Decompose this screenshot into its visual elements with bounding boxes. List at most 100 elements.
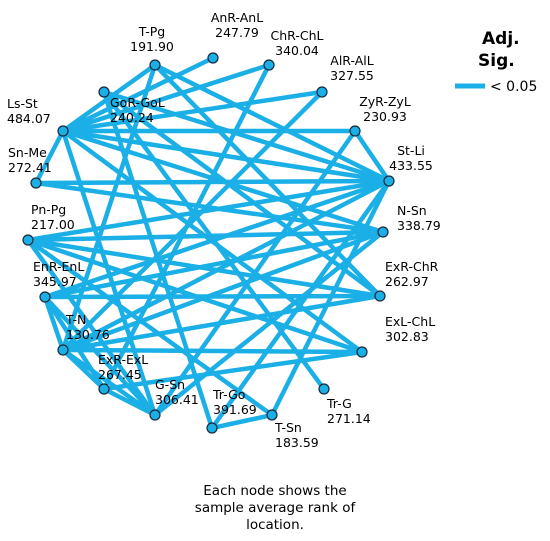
legend-entry-label: < 0.05: [490, 79, 537, 95]
node-name-enr_enl: EnR-EnL: [33, 259, 84, 274]
nodes-layer: [22, 52, 395, 434]
edge-tr_go-t_sn: [209, 412, 275, 431]
edge-t_pg-exr_chr: [152, 62, 383, 299]
node-rank-exr_chr: 262.97: [385, 274, 429, 289]
edge-st_li-zyr_zyl: [352, 128, 392, 184]
edge-gor_gol-st_li: [101, 89, 392, 184]
legend: Adj. Sig. < 0.05: [455, 29, 537, 95]
caption-line-2: sample average rank of: [194, 500, 356, 516]
edge-st_li-enr_enl: [42, 178, 392, 300]
edge-pn_pg-t_sn: [25, 237, 275, 418]
node-g_sn[interactable]: [149, 409, 161, 421]
edge-st_li-pn_pg: [25, 178, 392, 243]
node-label-ls_st: Ls-St 484.07: [7, 96, 51, 126]
edge-exl_chl-exr_exl: [101, 349, 365, 392]
node-name-sn_me: Sn-Me: [8, 145, 47, 160]
legend-title-line1: Adj.: [482, 29, 520, 49]
node-rank-t_sn: 183.59: [275, 435, 319, 450]
node-n_sn[interactable]: [377, 226, 389, 238]
edge-sn_me-st_li: [33, 178, 392, 186]
edge-ls_st-sn_me: [33, 128, 66, 186]
node-rank-tr_g: 271.14: [327, 411, 371, 426]
node-label-st_li: St-Li 433.55: [389, 143, 433, 173]
node-name-tr_g: Tr-G: [326, 396, 352, 411]
node-tr_go[interactable]: [206, 422, 218, 434]
node-name-tr_go: Tr-Go: [212, 387, 245, 402]
edge-gor_gol-exr_chr: [101, 89, 383, 299]
node-label-sn_me: Sn-Me 272.41: [8, 145, 52, 175]
node-rank-enr_enl: 345.97: [33, 274, 77, 289]
node-label-t_pg: T-Pg 191.90: [130, 24, 174, 54]
edge-n_sn-enr_enl: [42, 229, 386, 300]
node-name-n_sn: N-Sn: [397, 203, 427, 218]
node-exr_chr[interactable]: [374, 290, 386, 302]
node-name-ls_st: Ls-St: [7, 96, 38, 111]
node-st_li[interactable]: [383, 175, 395, 187]
node-label-g_sn: G-Sn 306.41: [155, 377, 199, 407]
node-rank-st_li: 433.55: [389, 158, 433, 173]
node-rank-tr_go: 391.69: [213, 402, 257, 417]
node-enr_enl[interactable]: [39, 291, 51, 303]
edge-st_li-tr_go: [209, 178, 392, 431]
node-t_sn[interactable]: [266, 409, 278, 421]
node-rank-alr_all: 327.55: [330, 68, 374, 83]
node-rank-g_sn: 306.41: [155, 392, 199, 407]
edges-layer: [25, 55, 392, 431]
node-t_pg[interactable]: [149, 59, 161, 71]
node-name-t_sn: T-Sn: [274, 420, 302, 435]
node-label-enr_enl: EnR-EnL 345.97: [33, 259, 84, 289]
node-alr_all[interactable]: [316, 86, 328, 98]
node-name-t_n: T-N: [65, 312, 86, 327]
node-tr_g[interactable]: [318, 383, 330, 395]
node-label-exl_chl: ExL-ChL 302.83: [385, 314, 435, 344]
caption: Each node shows the sample average rank …: [0, 483, 550, 534]
node-rank-t_pg: 191.90: [130, 39, 174, 54]
node-name-t_pg: T-Pg: [138, 24, 165, 39]
node-pn_pg[interactable]: [22, 234, 34, 246]
edge-n_sn-t_n: [60, 229, 386, 353]
node-gor_gol[interactable]: [98, 86, 110, 98]
node-label-exr_chr: ExR-ChR 262.97: [385, 259, 439, 289]
node-rank-t_n: 130.76: [66, 327, 110, 342]
node-name-exr_exl: ExR-ExL: [98, 352, 148, 367]
node-label-tr_g: Tr-G 271.14: [326, 396, 371, 426]
node-label-t_sn: T-Sn 183.59: [274, 420, 319, 450]
node-label-alr_all: AlR-AlL 327.55: [330, 53, 374, 83]
edge-alr_all-t_n: [60, 89, 325, 353]
node-rank-n_sn: 338.79: [397, 218, 441, 233]
node-rank-chr_chl: 340.04: [275, 43, 319, 58]
edge-exr_chr-t_n: [60, 293, 383, 353]
node-chr_chl[interactable]: [263, 59, 275, 71]
edge-pn_pg-exl_chl: [25, 237, 365, 355]
edge-t_pg-t_n: [60, 62, 158, 353]
node-exr_exl[interactable]: [98, 383, 110, 395]
node-name-chr_chl: ChR-ChL: [271, 28, 324, 43]
node-ls_st[interactable]: [57, 125, 69, 137]
node-label-chr_chl: ChR-ChL 340.04: [271, 28, 324, 58]
edge-chr_chl-exr_exl: [101, 62, 272, 392]
node-name-alr_all: AlR-AlL: [330, 53, 373, 68]
node-t_n[interactable]: [57, 344, 69, 356]
node-label-n_sn: N-Sn 338.79: [397, 203, 441, 233]
node-rank-exl_chl: 302.83: [385, 329, 429, 344]
node-label-gor_gol: GoR-GoL 240.24: [110, 95, 165, 125]
node-label-zyr_zyl: ZyR-ZyL 230.93: [359, 94, 411, 124]
node-exl_chl[interactable]: [356, 346, 368, 358]
node-label-tr_go: Tr-Go 391.69: [212, 387, 257, 417]
edge-st_li-t_n: [60, 178, 392, 353]
edge-pn_pg-exr_chr: [25, 237, 383, 299]
node-label-t_n: T-N 130.76: [65, 312, 110, 342]
edge-ls_st-anr_anl: [60, 55, 216, 134]
node-name-g_sn: G-Sn: [155, 377, 185, 392]
node-rank-sn_me: 272.41: [8, 160, 52, 175]
node-anr_anl[interactable]: [207, 52, 219, 64]
edge-n_sn-g_sn: [152, 229, 386, 418]
node-zyr_zyl[interactable]: [349, 125, 361, 137]
node-name-anr_anl: AnR-AnL: [211, 10, 263, 25]
node-rank-zyr_zyl: 230.93: [363, 109, 407, 124]
node-name-st_li: St-Li: [397, 143, 425, 158]
node-sn_me[interactable]: [30, 177, 42, 189]
edge-t_n-g_sn: [60, 347, 158, 418]
node-name-pn_pg: Pn-Pg: [31, 202, 66, 217]
